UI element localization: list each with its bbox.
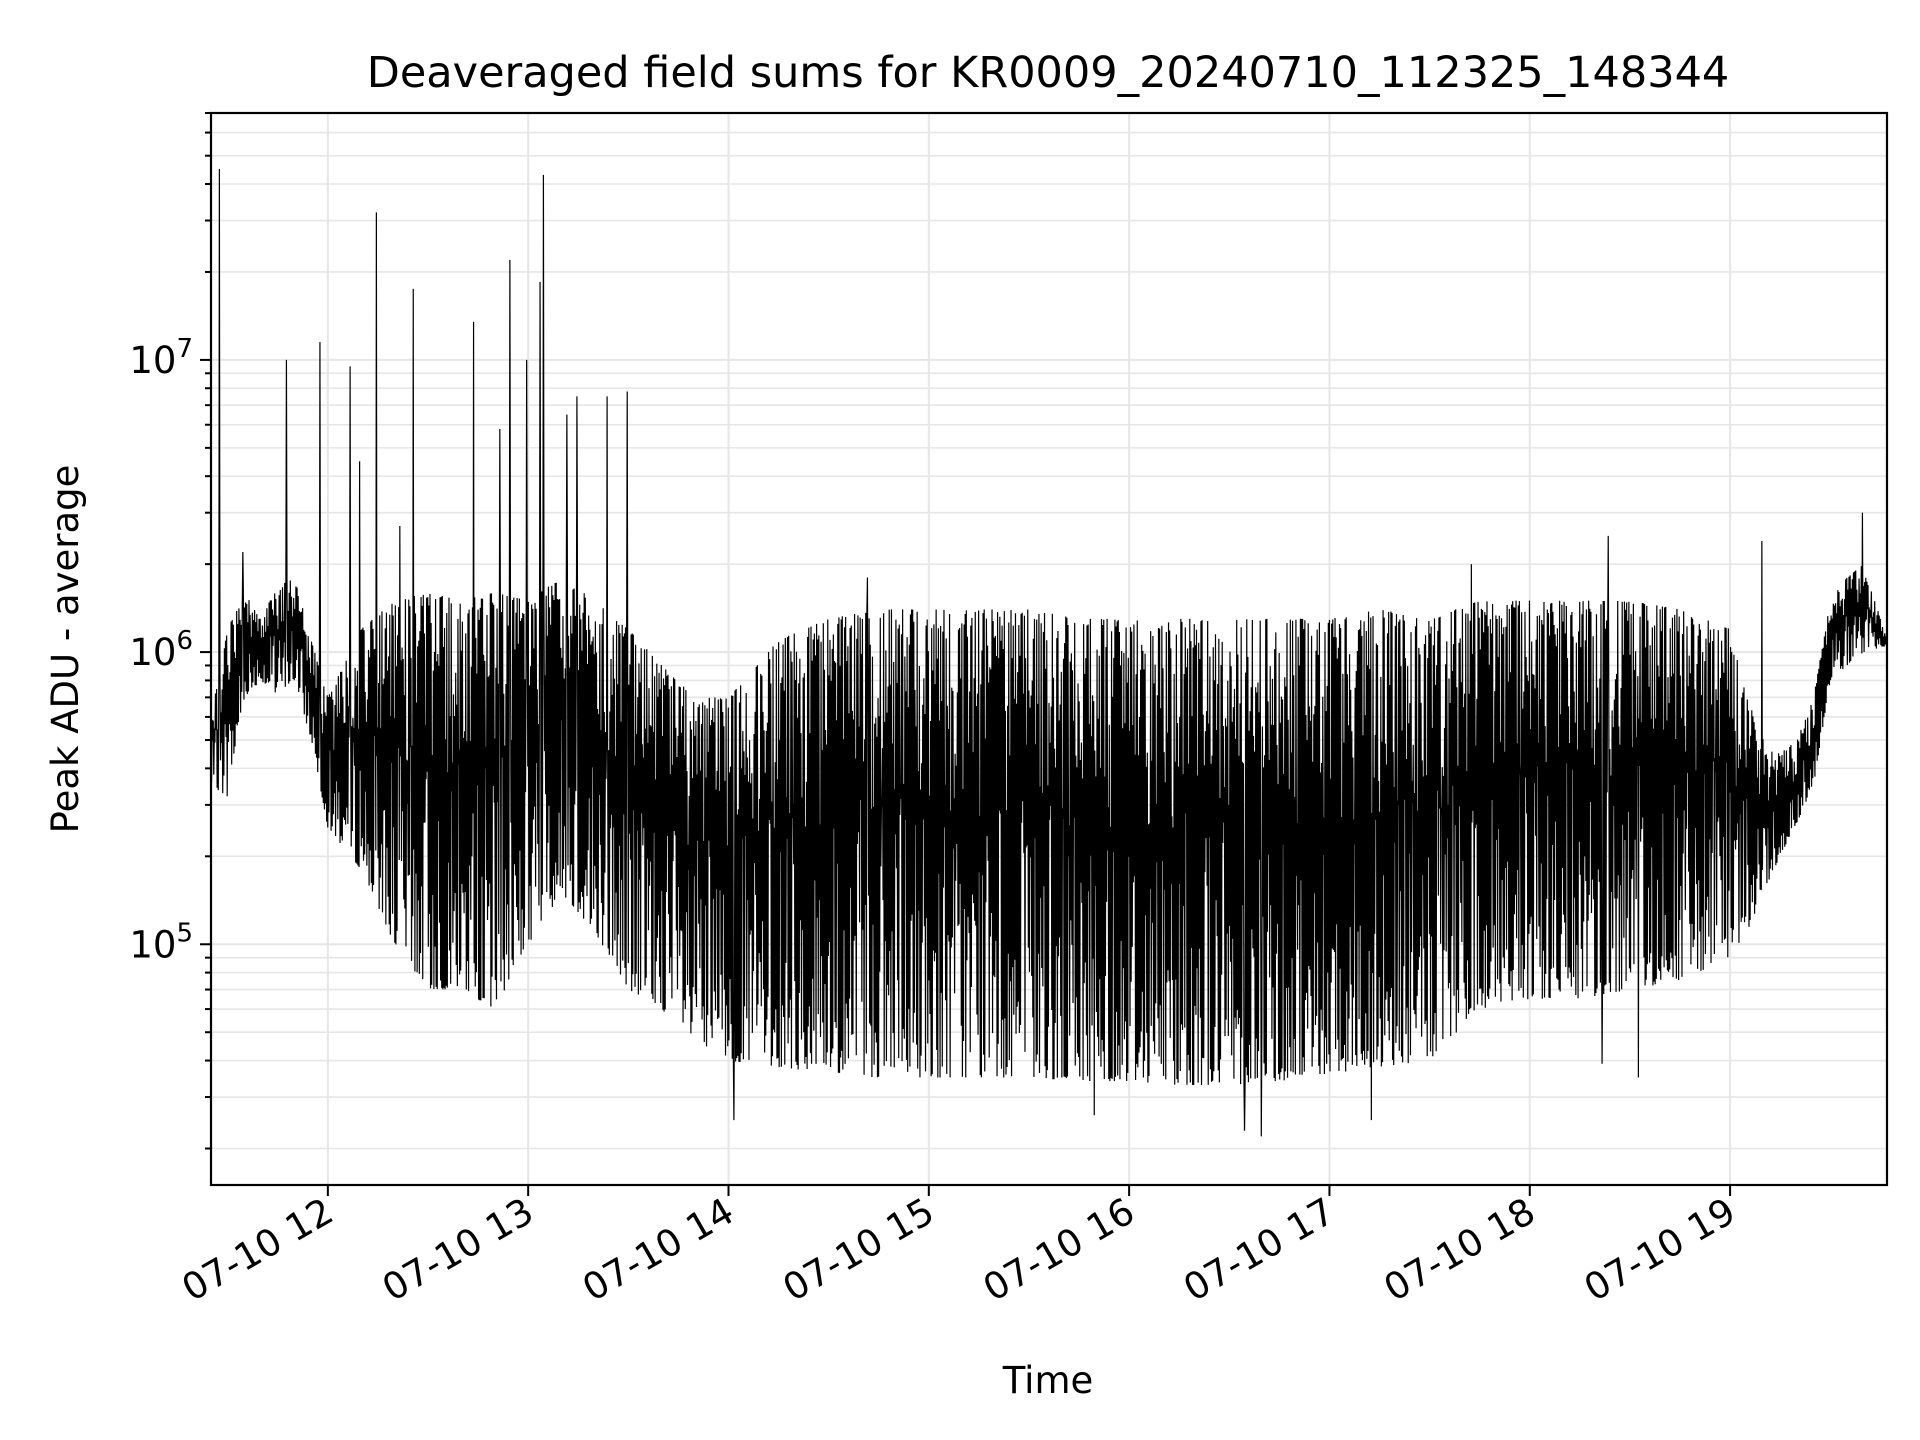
chart-title: Deaveraged field sums for KR0009_2024071… (367, 48, 1730, 98)
series-layer (210, 169, 1888, 1137)
y-tick-label: 106 (129, 626, 193, 674)
y-tick-label: 105 (129, 918, 193, 966)
plot-frame (209, 111, 1889, 1187)
series-line (210, 169, 1888, 1137)
x-axis-label: Time (1002, 1359, 1094, 1402)
y-axis-label: Peak ADU - average (44, 465, 87, 834)
y-tick-label: 107 (129, 334, 193, 382)
y-axis: 105 106 107 (129, 112, 211, 1150)
